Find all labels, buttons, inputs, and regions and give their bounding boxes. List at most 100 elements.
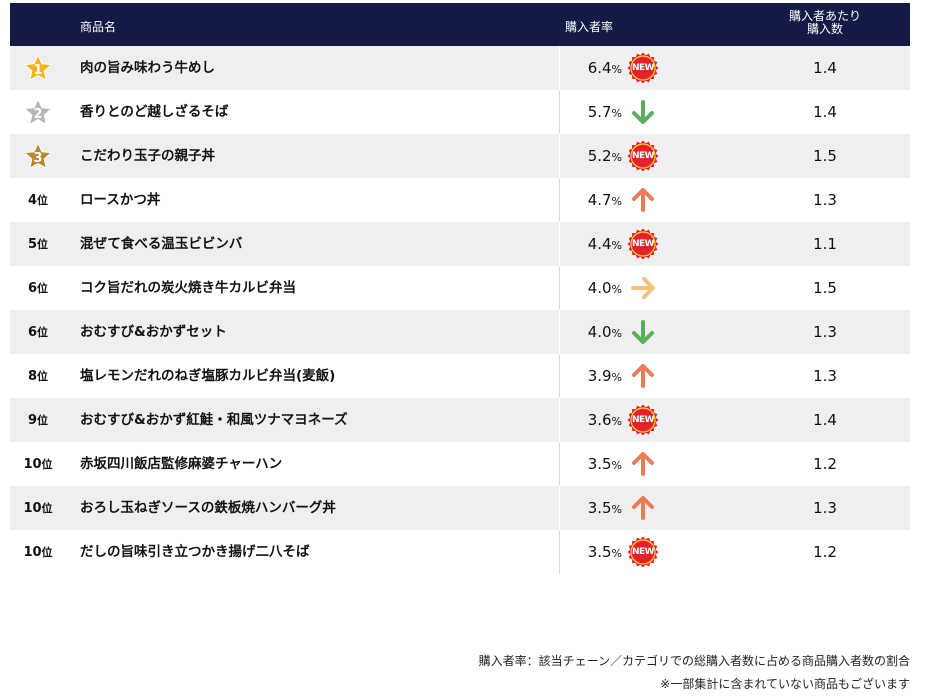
- percent-sign: %: [611, 195, 622, 208]
- medal-rank-number: 1: [33, 63, 42, 78]
- rank-cell: 8位: [10, 354, 66, 398]
- rank-number: 10位: [23, 545, 53, 560]
- percent-sign: %: [611, 459, 622, 472]
- product-name: ロースかつ丼: [80, 192, 161, 208]
- purchase-count: 1.5: [813, 279, 837, 297]
- star-medal-icon: 3: [23, 141, 53, 170]
- ranking-table: 商品名 購入者率 購入者あたり 購入数 1 肉の旨み味わう牛めし 6.4% NEW 1.…: [10, 3, 910, 574]
- rank-suffix: 位: [37, 238, 49, 251]
- table-row: 10位 おろし玉ねぎソースの鉄板焼ハンバーグ丼 3.5% 1.3: [10, 486, 910, 530]
- percent-sign: %: [611, 327, 622, 340]
- arrow-up-icon: [632, 364, 654, 388]
- percent-sign: %: [611, 283, 622, 296]
- rank-number: 5位: [27, 237, 49, 252]
- table-row: 6位 おむすび&おかずセット 4.0% 1.3: [10, 310, 910, 354]
- purchase-rate: 3.5%: [587, 543, 622, 561]
- product-name: だしの旨味引き立つかき揚げ二八そば: [80, 544, 310, 560]
- purchase-rate: 4.0%: [587, 323, 622, 341]
- trend-indicator: [625, 272, 661, 304]
- purchase-count: 1.2: [813, 455, 837, 473]
- rank-suffix: 位: [41, 502, 53, 515]
- rank-number: 6位: [27, 281, 49, 296]
- percent-sign: %: [611, 503, 622, 516]
- product-name: 肉の旨み味わう牛めし: [80, 60, 215, 76]
- arrow-up-icon: [632, 452, 654, 476]
- purchase-count: 1.3: [813, 367, 837, 385]
- rank-cell: 3: [10, 134, 66, 178]
- new-badge-label: NEW: [631, 239, 655, 249]
- purchase-rate: 5.7%: [587, 103, 622, 121]
- purchase-count: 1.2: [813, 543, 837, 561]
- rank-number: 9位: [27, 413, 49, 428]
- purchase-rate: 3.9%: [587, 367, 622, 385]
- trend-indicator: NEW: [625, 228, 661, 260]
- rank-number: 10位: [23, 457, 53, 472]
- rank-suffix: 位: [37, 414, 49, 427]
- new-badge-burst: [627, 52, 659, 84]
- column-divider: [559, 46, 560, 90]
- rank-cell: 6位: [10, 266, 66, 310]
- column-divider: [559, 354, 560, 398]
- purchase-count: 1.5: [813, 147, 837, 165]
- column-divider: [559, 178, 560, 222]
- rank-cell: 2: [10, 90, 66, 134]
- header-per-buyer: 購入者あたり 購入数: [730, 10, 920, 36]
- table-row: 3 こだわり玉子の親子丼 5.2% NEW 1.5: [10, 134, 910, 178]
- purchase-rate: 4.4%: [587, 235, 622, 253]
- column-divider: [559, 310, 560, 354]
- table-row: 2 香りとのど越しざるそば 5.7% 1.4: [10, 90, 910, 134]
- table-row: 10位 赤坂四川飯店監修麻婆チャーハン 3.5% 1.2: [10, 442, 910, 486]
- medal-rank-number: 3: [33, 151, 42, 166]
- rank-number: 4位: [27, 193, 49, 208]
- header-product-name: 商品名: [80, 20, 117, 34]
- rank-cell: 10位: [10, 442, 66, 486]
- rank-suffix: 位: [37, 282, 49, 295]
- purchase-count: 1.1: [813, 235, 837, 253]
- arrow-down-icon: [632, 100, 654, 124]
- arrow-down-icon: [632, 320, 654, 344]
- trend-indicator: [625, 96, 661, 128]
- column-divider: [559, 266, 560, 310]
- purchase-rate: 6.4%: [587, 59, 622, 77]
- rank-cell: 9位: [10, 398, 66, 442]
- purchase-count: 1.3: [813, 323, 837, 341]
- new-badge-burst: [627, 140, 659, 172]
- column-divider: [559, 398, 560, 442]
- header-purchase-rate: 購入者率: [565, 20, 614, 34]
- footnote-disclaimer: ※一部集計に含まれていない商品もございます: [660, 677, 910, 691]
- table-body: 1 肉の旨み味わう牛めし 6.4% NEW 1.4 2 香りとのど越しざるそば 5.7% 1.4…: [10, 46, 910, 574]
- arrow-up-icon: [632, 188, 654, 212]
- rank-suffix: 位: [41, 546, 53, 559]
- table-row: 4位 ロースかつ丼 4.7% 1.3: [10, 178, 910, 222]
- purchase-rate: 4.7%: [587, 191, 622, 209]
- product-name: おろし玉ねぎソースの鉄板焼ハンバーグ丼: [80, 500, 336, 516]
- purchase-rate: 4.0%: [587, 279, 622, 297]
- new-badge-label: NEW: [631, 415, 655, 425]
- trend-indicator: NEW: [625, 404, 661, 436]
- trend-indicator: [625, 448, 661, 480]
- column-divider: [559, 442, 560, 486]
- rank-cell: 10位: [10, 530, 66, 574]
- new-badge-icon: NEW: [627, 404, 659, 436]
- new-badge-icon: NEW: [627, 140, 659, 172]
- column-divider: [559, 222, 560, 266]
- purchase-count: 1.4: [813, 411, 837, 429]
- product-name: おむすび&おかず紅鮭・和風ツナマヨネーズ: [80, 412, 348, 428]
- rank-suffix: 位: [41, 458, 53, 471]
- table-row: 10位 だしの旨味引き立つかき揚げ二八そば 3.5% NEW 1.2: [10, 530, 910, 574]
- star-medal-icon: 2: [23, 97, 53, 126]
- trend-indicator: NEW: [625, 536, 661, 568]
- rank-cell: 6位: [10, 310, 66, 354]
- trend-indicator: NEW: [625, 52, 661, 84]
- table-row: 5位 混ぜて食べる温玉ビビンバ 4.4% NEW 1.1: [10, 222, 910, 266]
- column-divider: [559, 486, 560, 530]
- column-divider: [559, 134, 560, 178]
- rank-suffix: 位: [37, 326, 49, 339]
- rank-cell: 5位: [10, 222, 66, 266]
- product-name: 香りとのど越しざるそば: [80, 104, 229, 120]
- rank-suffix: 位: [37, 194, 49, 207]
- header-per-buyer-line1: 購入者あたり: [788, 9, 861, 23]
- product-name: コク旨だれの炭火焼き牛カルビ弁当: [80, 280, 296, 296]
- purchase-count: 1.4: [813, 59, 837, 77]
- column-divider: [559, 530, 560, 574]
